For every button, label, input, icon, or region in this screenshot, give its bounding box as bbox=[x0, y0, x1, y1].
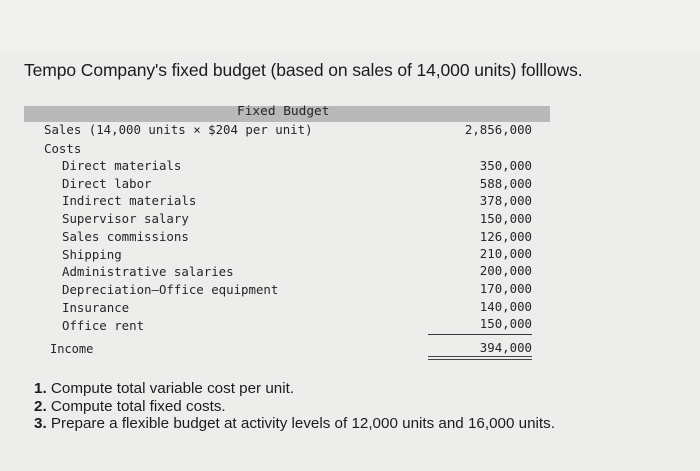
question-item: 2. Compute total fixed costs. bbox=[34, 398, 555, 416]
question-number: 3. bbox=[34, 415, 47, 432]
cost-label: Direct materials bbox=[62, 158, 182, 173]
question-text: Prepare a flexible budget at activity le… bbox=[50, 415, 555, 432]
cost-label: Shipping bbox=[62, 247, 122, 262]
cost-label: Administrative salaries bbox=[62, 264, 234, 279]
table-header-bar bbox=[24, 106, 550, 122]
double-underline-top bbox=[428, 356, 532, 357]
sales-label: Sales (14,000 units × $204 per unit) bbox=[44, 122, 313, 137]
top-band bbox=[0, 0, 700, 52]
double-underline-bottom bbox=[428, 359, 532, 360]
cost-label: Insurance bbox=[62, 300, 130, 315]
cost-value: 210,000 bbox=[479, 246, 532, 261]
cost-label: Sales commissions bbox=[62, 229, 189, 244]
cost-value: 150,000 bbox=[479, 316, 532, 331]
question-number: 2. bbox=[34, 397, 47, 415]
question-text: Compute total fixed costs. bbox=[50, 397, 226, 415]
question-item: 1. Compute total variable cost per unit. bbox=[34, 380, 555, 398]
cost-label: Indirect materials bbox=[62, 193, 197, 208]
sales-value: 2,856,000 bbox=[464, 122, 532, 137]
cost-value: 126,000 bbox=[479, 229, 532, 244]
question-number: 1. bbox=[34, 380, 47, 397]
cost-value: 170,000 bbox=[479, 281, 532, 296]
cost-label: Direct labor bbox=[62, 176, 152, 191]
cost-value: 200,000 bbox=[479, 263, 532, 278]
question-text: Compute total variable cost per unit. bbox=[50, 380, 295, 397]
cost-value: 150,000 bbox=[479, 211, 532, 226]
cost-value: 378,000 bbox=[479, 193, 532, 208]
income-value: 394,000 bbox=[479, 340, 532, 355]
cost-label: Office rent bbox=[62, 318, 145, 333]
fixed-budget-table: Fixed Budget Sales (14,000 units × $204 … bbox=[24, 100, 552, 368]
cost-value: 140,000 bbox=[479, 299, 532, 314]
cost-value: 350,000 bbox=[479, 158, 532, 173]
question-item: 3. Prepare a flexible budget at activity… bbox=[34, 415, 555, 433]
problem-heading: Tempo Company's fixed budget (based on s… bbox=[24, 60, 583, 80]
income-label: Income bbox=[50, 342, 94, 356]
total-underline bbox=[428, 334, 532, 335]
cost-label: Depreciation—Office equipment bbox=[62, 282, 279, 297]
cost-label: Supervisor salary bbox=[62, 211, 189, 226]
question-list: 1. Compute total variable cost per unit.… bbox=[34, 380, 555, 433]
cost-value: 588,000 bbox=[479, 176, 532, 191]
column-title: Fixed Budget bbox=[237, 104, 330, 119]
costs-label: Costs bbox=[44, 141, 82, 156]
